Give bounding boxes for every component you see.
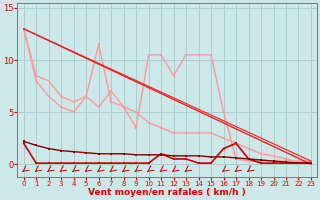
X-axis label: Vent moyen/en rafales ( km/h ): Vent moyen/en rafales ( km/h ) — [88, 188, 246, 197]
